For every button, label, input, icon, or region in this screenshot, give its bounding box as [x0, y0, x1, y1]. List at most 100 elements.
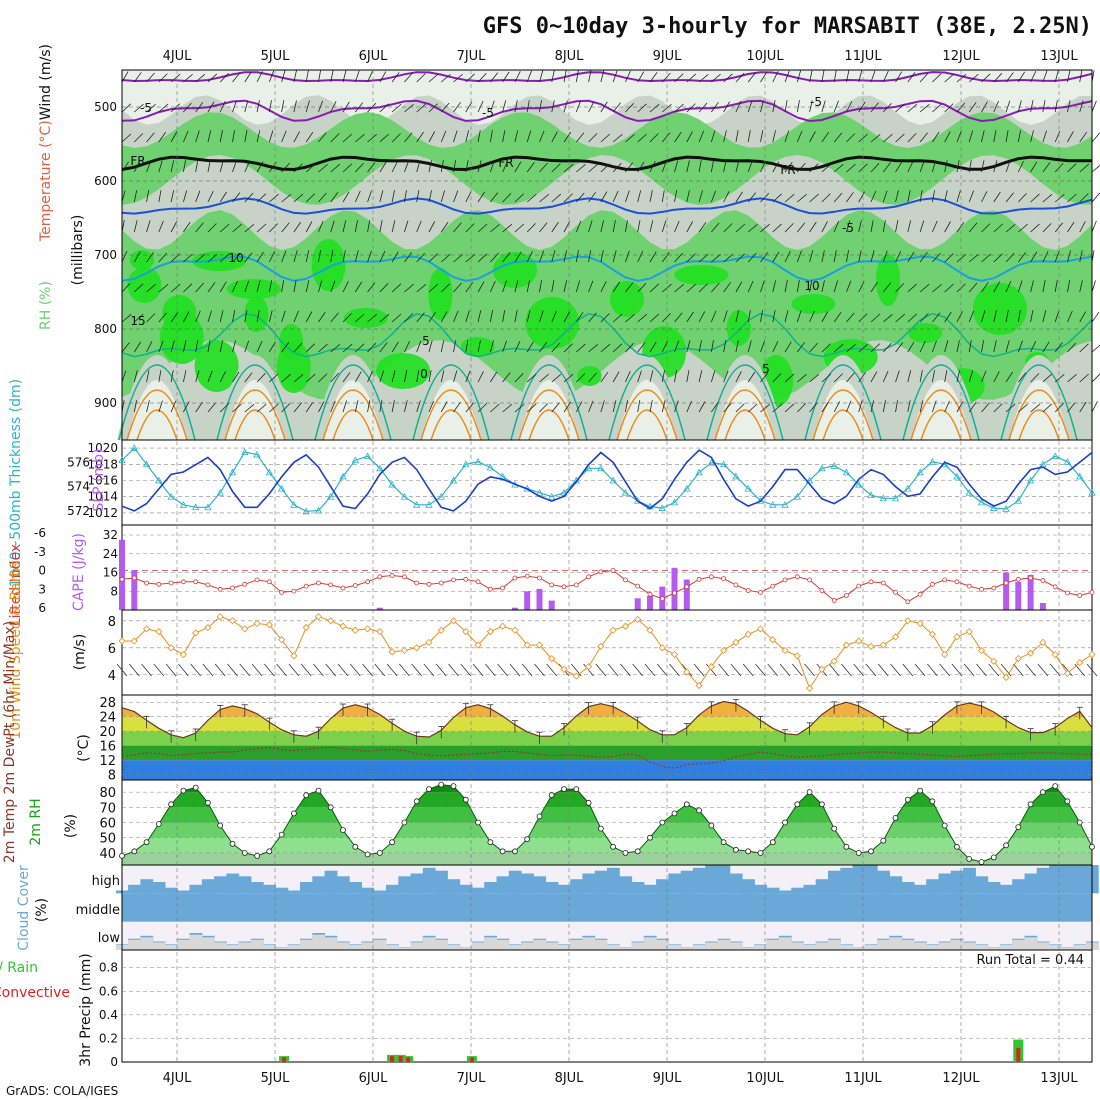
wind-barb [391, 190, 395, 203]
slp-marker [597, 464, 605, 472]
wind-barb [269, 403, 279, 413]
wind-barb [1091, 132, 1100, 143]
rh-marker [376, 850, 383, 856]
wind-barb [1042, 223, 1052, 233]
wind-barb [379, 342, 388, 353]
rh-moist-cell [159, 312, 204, 364]
wind-barb [981, 160, 985, 173]
cloud-level-label-low: low [98, 931, 121, 946]
wind-barb [858, 343, 869, 353]
wind-barb [625, 190, 630, 203]
wind-barb [1030, 223, 1040, 233]
cloud-cover-bar-high [692, 867, 706, 894]
wind-barb [416, 340, 422, 353]
top-day-label-7JUL: 7JUL [457, 49, 487, 64]
wind-barb [600, 313, 610, 323]
slp-ylabel: SLP (mb) [91, 448, 107, 511]
wind-barb-10m [202, 663, 214, 677]
wind-barb [453, 282, 462, 293]
wind-barb [797, 403, 806, 413]
wind-barb [1005, 223, 1016, 233]
temp-contour-20 [812, 389, 874, 441]
wind-barb [588, 133, 598, 143]
wind-barb [723, 282, 732, 293]
wind-barb [784, 341, 792, 353]
wind-barb [1005, 100, 1011, 113]
cloud-low-bar [459, 947, 473, 951]
wind-barb [870, 400, 875, 413]
wind-barb [1067, 310, 1073, 323]
slp-marker [339, 472, 347, 480]
wind-barb [760, 340, 765, 353]
wind-barb [711, 222, 720, 233]
wind-barb [1005, 160, 1011, 173]
lifted-index-marker [242, 581, 248, 587]
slp-marker [670, 498, 679, 506]
wind-barb [133, 133, 144, 143]
cape-tick-label: 8 [110, 584, 118, 598]
wind-barb [354, 70, 360, 83]
wind-barb [870, 190, 877, 203]
contour-label: -5 [482, 106, 494, 120]
rh-marker [733, 846, 739, 853]
cloud-low-bar [361, 942, 375, 951]
wind-barb-10m [914, 663, 926, 677]
wind-barb [612, 400, 617, 413]
precip-tick-label: 0.8 [99, 961, 118, 975]
wind-barb [330, 280, 336, 293]
wind-barb [784, 70, 790, 83]
wind-barb [981, 223, 991, 233]
wind-barb [195, 73, 206, 83]
cloud-cover-bar-high [484, 882, 497, 894]
wind-barb [944, 190, 948, 203]
wind-barb [281, 100, 285, 113]
wind-barb [931, 370, 935, 383]
wind-barb [821, 343, 831, 353]
wind-barb [440, 340, 445, 353]
cloud-cover-bar-high [373, 890, 387, 894]
cloud-cover-bar-high [435, 870, 448, 894]
rh-unit: (%) [63, 814, 79, 838]
wind-barb [735, 223, 746, 233]
bottom-day-label-7JUL: 7JUL [457, 1071, 487, 1086]
wind-barb [882, 370, 889, 383]
cloud-low-bar [582, 937, 596, 951]
wind-barb [330, 250, 334, 263]
wind-speed-marker [977, 646, 986, 655]
wind-barb [760, 71, 768, 83]
wind-barb [649, 220, 654, 233]
wind-speed-marker [535, 641, 544, 649]
wind-speed-marker [720, 646, 728, 655]
slp-marker [535, 488, 544, 496]
wind-barb [379, 370, 385, 383]
slp-marker [965, 488, 973, 496]
wind-barb [551, 163, 561, 173]
wind-barb [1091, 401, 1098, 413]
wind-barb [207, 191, 214, 203]
wind-barb [870, 220, 874, 233]
cloud-cover-bar-high [447, 879, 461, 894]
wind-barb [846, 280, 852, 293]
wind-speed-marker [1063, 669, 1072, 677]
wind-barb-10m [865, 663, 877, 677]
slp-marker [904, 484, 912, 492]
wind-barb-10m [411, 663, 422, 677]
wind-barb [993, 281, 1001, 293]
wind-barb [514, 403, 525, 413]
wind-barb [649, 283, 660, 293]
wind-speed-marker [756, 625, 765, 633]
wind-barb [797, 193, 807, 203]
rh-marker [119, 853, 125, 859]
wind-barb [133, 251, 141, 263]
slp-marker [842, 468, 851, 476]
slp-marker [425, 500, 433, 508]
wind-barb [698, 340, 702, 353]
wind-barb [612, 190, 619, 203]
wind-barb [539, 342, 548, 353]
wind-barb [551, 70, 555, 83]
wind-barb [416, 220, 422, 233]
rh-moist-cell [577, 366, 602, 386]
wind-barb [428, 253, 438, 263]
wind-barb [477, 253, 488, 263]
wind-barb [698, 311, 706, 323]
